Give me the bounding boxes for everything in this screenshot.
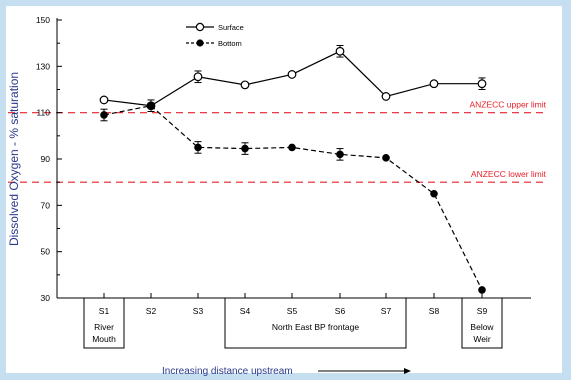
x-axis-arrow-head	[404, 368, 411, 374]
x-axis-title: Increasing distance upstream	[162, 366, 293, 377]
series-surface-point	[99, 95, 109, 105]
legend-surface-label: Surface	[218, 23, 244, 32]
series-surface-point	[381, 92, 391, 101]
series-surface-point	[477, 79, 487, 89]
series-bottom-point	[147, 101, 155, 110]
y-tick-label: 50	[41, 247, 51, 257]
y-tick-label: 130	[36, 61, 50, 71]
series-bottom-point	[430, 189, 438, 198]
site-group-label: North East BP frontage	[272, 322, 360, 332]
series-surface-point	[335, 46, 345, 56]
reference-line-label-1: ANZECC upper limit	[469, 100, 546, 110]
y-tick-label: 30	[41, 293, 51, 303]
series-bottom-point	[382, 154, 390, 162]
series-bottom-point	[478, 286, 486, 294]
x-tick-label: S4	[240, 306, 251, 316]
reference-line-label-2: ANZECC lower limit	[471, 169, 547, 179]
y-axis-title: Dissolved Oxygen - % saturation	[7, 72, 21, 246]
series-surface-point	[287, 70, 297, 79]
series-bottom-point	[241, 144, 249, 153]
x-tick-label: S8	[429, 306, 440, 316]
site-group-box-1	[83, 297, 125, 349]
site-group-label: River	[94, 322, 114, 332]
x-tick-label: S2	[146, 306, 157, 316]
x-tick-label: S5	[287, 306, 298, 316]
series-surface-point	[193, 72, 203, 82]
series-bottom-point	[100, 111, 108, 119]
x-tick-label: S7	[381, 306, 392, 316]
legend-bottom-marker	[196, 39, 204, 47]
site-group-label: Below	[470, 322, 494, 332]
series-bottom-point	[288, 143, 296, 152]
plot-background	[6, 6, 562, 373]
x-tick-label: S3	[193, 306, 204, 316]
series-bottom-point	[336, 150, 344, 159]
y-tick-label: 70	[41, 200, 51, 210]
site-group-box-2	[224, 297, 407, 349]
x-tick-label: S1	[99, 306, 110, 316]
y-tick-label: 110	[36, 108, 50, 118]
series-bottom-point	[194, 143, 202, 152]
series-surface-point	[429, 79, 439, 89]
site-group-box-3	[461, 297, 503, 349]
x-tick-label: S6	[335, 306, 346, 316]
site-group-label: Weir	[473, 334, 490, 344]
site-group-label: Mouth	[92, 334, 116, 344]
y-tick-label: 150	[36, 15, 50, 25]
legend-bottom-label: Bottom	[218, 39, 242, 48]
x-tick-label: S9	[477, 306, 488, 316]
legend-surface-marker	[195, 22, 205, 32]
series-surface-point	[240, 80, 250, 90]
y-tick-label: 90	[41, 154, 51, 164]
